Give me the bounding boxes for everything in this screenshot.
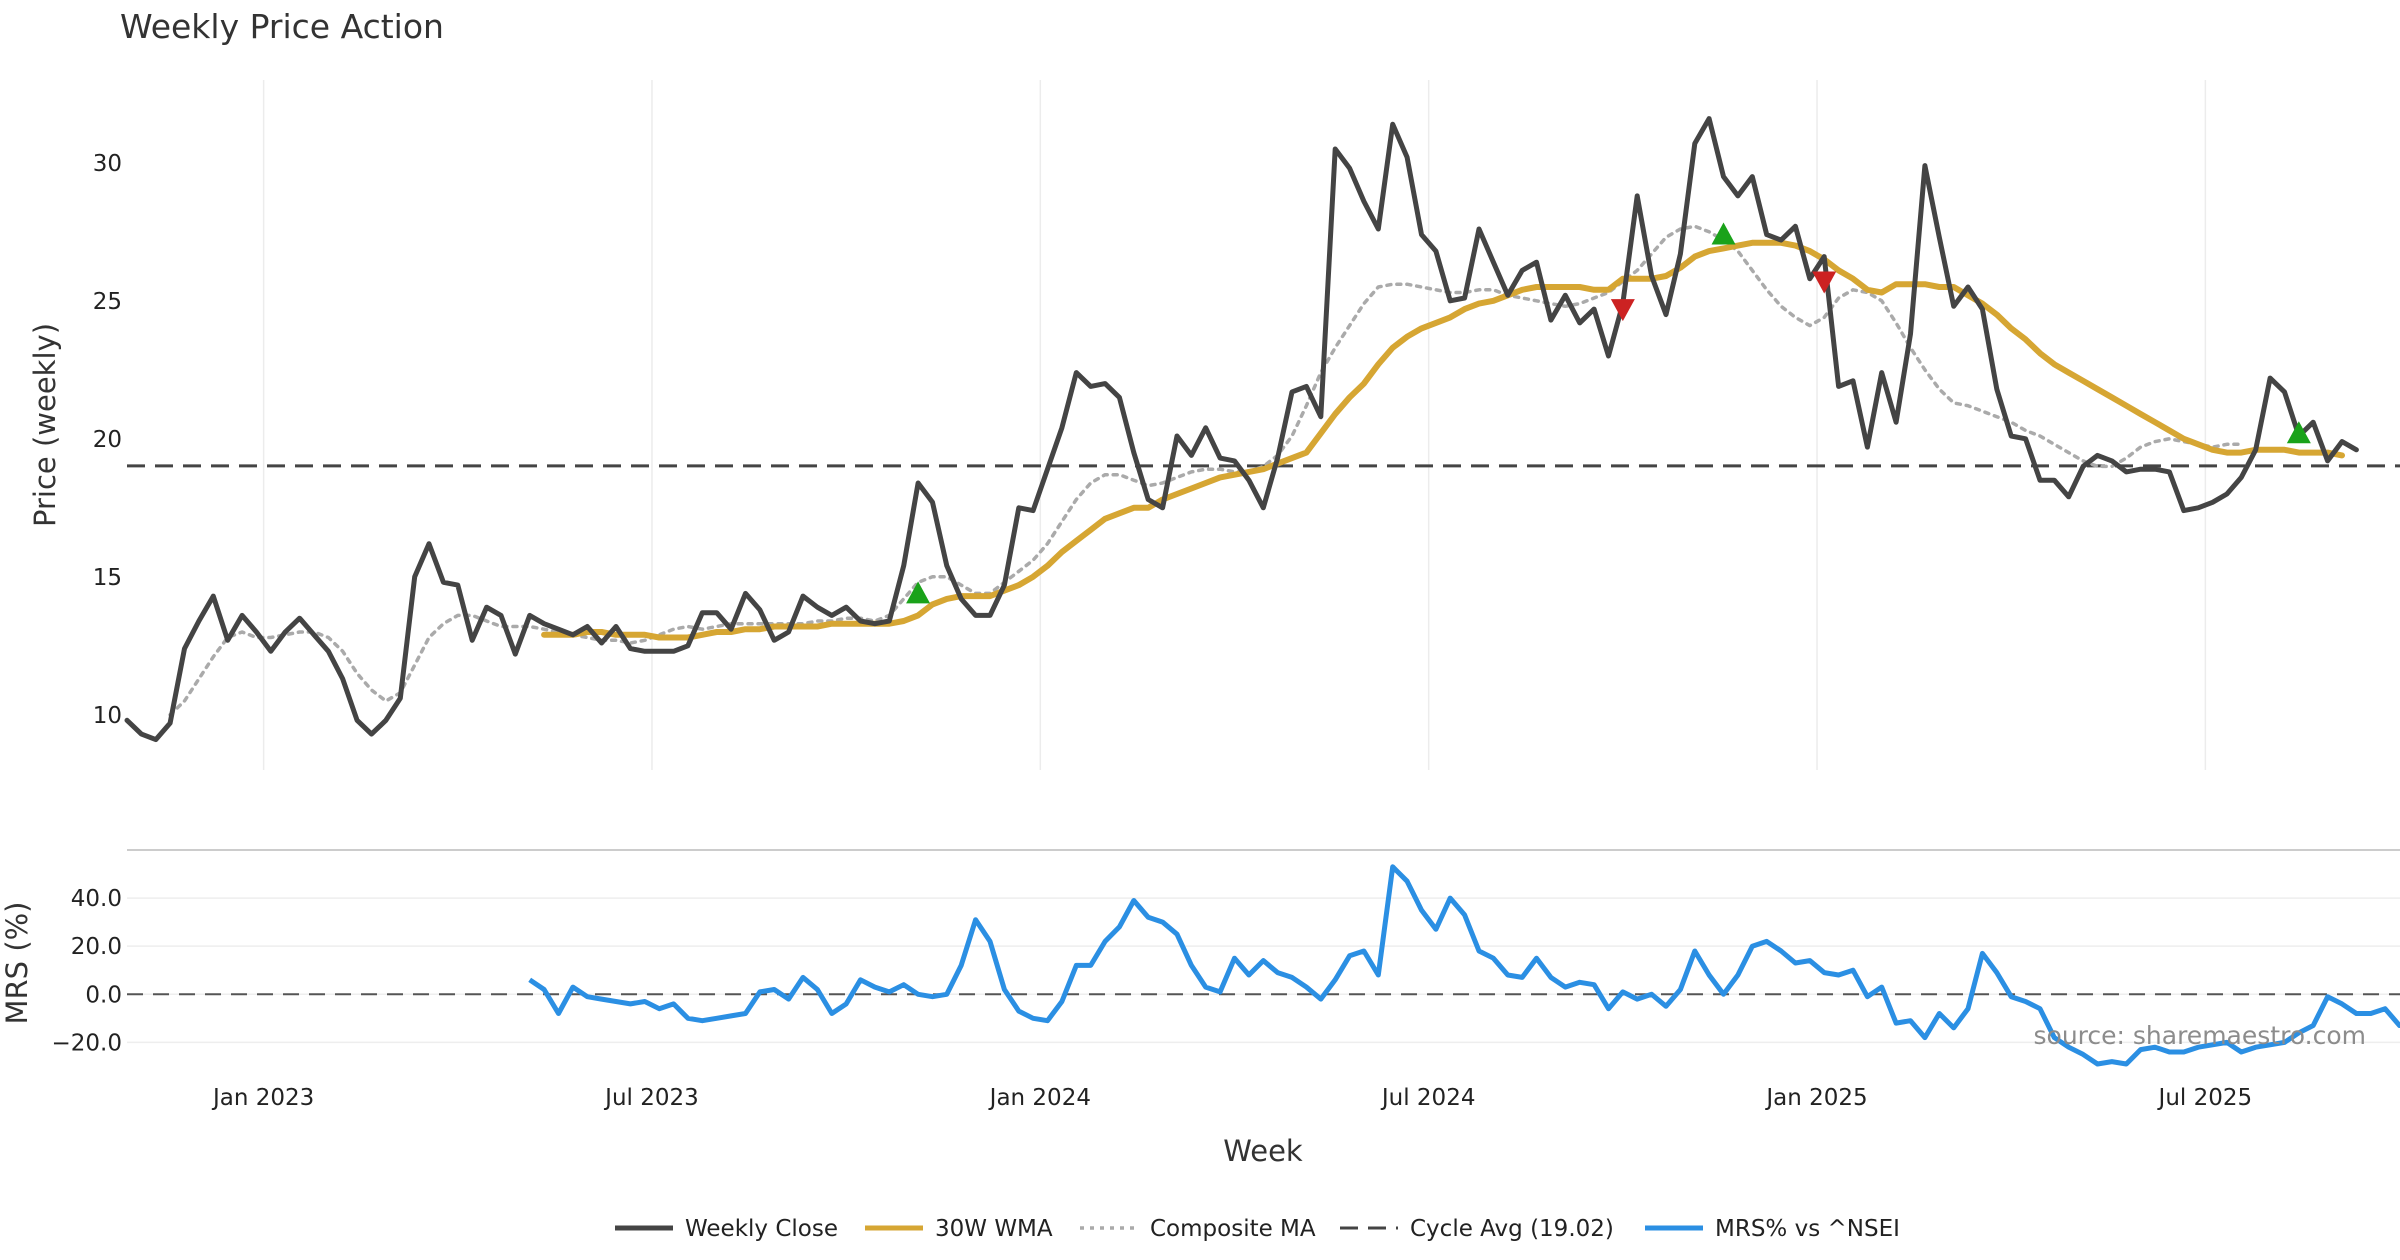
source-watermark: source: sharemaestro.com [2034, 1021, 2367, 1050]
mrs-y-tick: 0.0 [85, 982, 122, 1008]
x-tick-label: Jul 2024 [1380, 1085, 1476, 1111]
composite-ma-line [168, 224, 2244, 717]
legend: Weekly Close 30W WMA Composite MA Cycle Avg… [615, 1216, 1900, 1242]
price-y-ticks: 10 15 20 25 30 [93, 151, 122, 729]
legend-label: MRS% vs ^NSEI [1715, 1216, 1900, 1242]
x-tick-label: Jul 2025 [2157, 1085, 2253, 1111]
price-series [124, 116, 2359, 743]
legend-label: 30W WMA [935, 1216, 1053, 1242]
legend-label: Weekly Close [685, 1216, 838, 1242]
mrs-panel: −20.0 0.0 20.0 40.0 MRS (%) [0, 864, 2400, 1067]
price-grid [262, 80, 2207, 770]
mrs-series [528, 864, 2400, 1067]
price-y-tick: 15 [93, 565, 122, 591]
x-tick-label: Jan 2025 [1764, 1085, 1867, 1111]
chart-title: Weekly Price Action [120, 7, 444, 46]
mrs-y-label: MRS (%) [0, 902, 34, 1025]
x-axis-label: Week [1223, 1134, 1303, 1168]
buy-signal-marker [1711, 222, 1736, 245]
weekly-close-line [124, 116, 2359, 743]
mrs-line [528, 864, 2400, 1067]
x-tick-label: Jul 2023 [603, 1085, 699, 1111]
price-y-label: Price (weekly) [28, 323, 62, 527]
sell-signal-marker [1812, 271, 1837, 294]
legend-label: Cycle Avg (19.02) [1410, 1216, 1614, 1242]
mrs-y-ticks: −20.0 0.0 20.0 40.0 [52, 886, 122, 1056]
signal-markers [906, 222, 2311, 604]
x-tick-label: Jan 2023 [211, 1085, 314, 1111]
x-tick-label: Jan 2024 [988, 1085, 1091, 1111]
mrs-y-tick: 40.0 [71, 886, 122, 912]
price-y-tick: 30 [93, 151, 122, 177]
buy-signal-marker [906, 581, 931, 604]
price-y-tick: 10 [93, 703, 122, 729]
legend-label: Composite MA [1150, 1216, 1316, 1242]
price-panel: 10 15 20 25 30 Price (weekly) [28, 80, 2400, 770]
x-ticks: Jan 2023 Jul 2023 Jan 2024 Jul 2024 Jan 2025… [211, 1085, 2252, 1111]
price-y-tick: 20 [93, 427, 122, 453]
buy-signal-marker [2286, 421, 2311, 444]
sell-signal-marker [1610, 299, 1635, 322]
wma-30w-line [541, 239, 2345, 641]
mrs-y-tick: −20.0 [52, 1030, 122, 1056]
mrs-y-tick: 20.0 [71, 934, 122, 960]
price-y-tick: 25 [93, 289, 122, 315]
